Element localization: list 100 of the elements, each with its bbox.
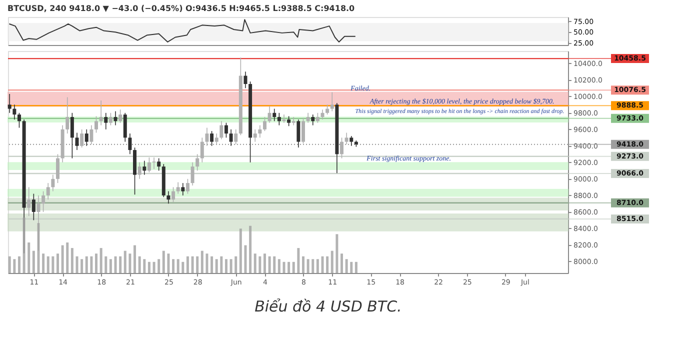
- bar: [162, 250, 165, 273]
- candlestick: [287, 116, 291, 126]
- candlestick: [205, 127, 209, 146]
- bar: [66, 242, 69, 273]
- candlestick: [8, 94, 12, 114]
- candlestick: [277, 112, 281, 126]
- bar: [42, 254, 45, 273]
- bar: [312, 259, 314, 273]
- bar: [143, 259, 146, 273]
- candlestick: [51, 174, 55, 192]
- bar: [182, 262, 184, 273]
- candlestick: [326, 104, 330, 115]
- bar: [8, 256, 11, 273]
- candlestick: [210, 130, 214, 146]
- bar: [326, 256, 329, 273]
- bar: [104, 256, 108, 273]
- bar: [215, 259, 218, 273]
- bar: [186, 256, 189, 273]
- bar: [210, 256, 214, 273]
- candlestick: [166, 190, 170, 204]
- bar: [191, 256, 194, 273]
- candlestick: [224, 122, 228, 138]
- candlestick: [66, 96, 70, 134]
- bar: [134, 245, 136, 273]
- bar: [350, 262, 353, 273]
- bar: [80, 259, 84, 273]
- candlestick: [84, 129, 88, 146]
- bar: [321, 256, 324, 273]
- candlestick: [118, 109, 122, 124]
- bar: [239, 228, 242, 273]
- chart-title: BTCUSD, 240 9418.0 ▼ −43.0 (−0.45%) O:9436.5 H:9465.5 L:9388.5 C:9418.0: [8, 4, 356, 13]
- bar: [76, 256, 78, 273]
- bar: [119, 256, 122, 273]
- candlestick: [42, 190, 46, 212]
- candlestick: [128, 133, 132, 155]
- bar: [220, 256, 223, 273]
- candlestick: [46, 182, 50, 200]
- bar: [109, 259, 112, 273]
- bar: [152, 262, 156, 273]
- bar: [90, 256, 93, 273]
- candlestick: [258, 124, 262, 138]
- candlestick: [94, 116, 98, 134]
- candlestick: [200, 137, 204, 163]
- candlestick: [104, 112, 108, 130]
- candlestick: [330, 92, 334, 112]
- bar: [278, 259, 280, 273]
- candlestick: [152, 157, 156, 170]
- bar: [258, 256, 262, 273]
- candlestick: [214, 133, 218, 145]
- bar: [172, 259, 175, 273]
- candlestick: [320, 109, 324, 120]
- candlestick: [138, 162, 142, 180]
- candlestick: [220, 120, 224, 140]
- bar: [345, 259, 348, 273]
- bar: [22, 218, 26, 273]
- candlestick: [99, 100, 103, 126]
- candlestick: [181, 182, 185, 196]
- bar: [268, 256, 271, 273]
- bar: [100, 248, 102, 273]
- candlestick: [344, 132, 348, 145]
- candlestick: [253, 129, 257, 142]
- candlestick: [268, 106, 272, 124]
- candlestick: [301, 117, 305, 144]
- bar: [340, 254, 344, 273]
- candlestick: [157, 158, 161, 172]
- bar: [52, 256, 54, 273]
- bar: [148, 262, 150, 273]
- bar: [37, 223, 40, 273]
- bar: [13, 259, 16, 273]
- candlestick: [292, 116, 296, 126]
- candlestick: [80, 129, 84, 148]
- candlestick: [147, 157, 151, 173]
- bar: [206, 254, 208, 273]
- candlestick: [190, 162, 194, 186]
- candlestick: [316, 112, 320, 124]
- bar: [124, 250, 126, 273]
- bar: [224, 259, 228, 273]
- bar: [230, 259, 232, 273]
- bar: [302, 256, 304, 273]
- bar: [46, 256, 50, 273]
- bar: [273, 256, 276, 273]
- candlestick: [176, 182, 180, 194]
- bar: [254, 254, 256, 273]
- candlestick: [32, 193, 36, 221]
- bar: [56, 254, 59, 273]
- candlestick: [56, 154, 60, 184]
- bar: [336, 234, 338, 273]
- candlestick: [229, 129, 233, 146]
- bar: [244, 245, 247, 273]
- bar: [282, 262, 286, 273]
- bar: [158, 259, 160, 273]
- candlestick: [296, 119, 300, 148]
- text: Biểu đồ 4 USD BTC.: [254, 298, 402, 316]
- candlestick: [172, 186, 176, 202]
- bar: [263, 254, 266, 273]
- bar: [167, 254, 170, 273]
- bar: [316, 259, 319, 273]
- candlestick: [27, 186, 31, 216]
- bar: [32, 250, 35, 273]
- candlestick: [90, 124, 94, 145]
